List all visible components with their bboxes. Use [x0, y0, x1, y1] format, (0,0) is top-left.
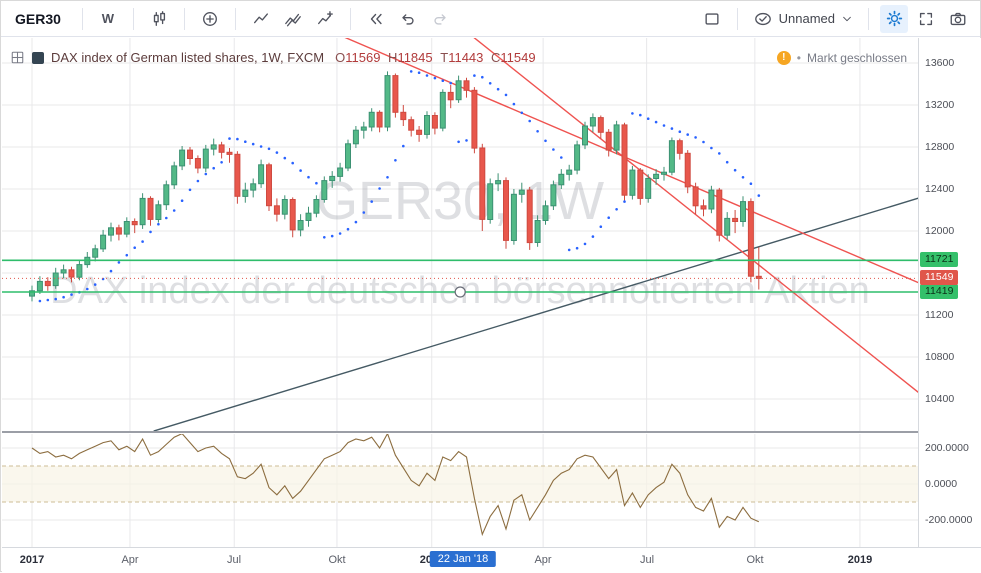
- price-axis[interactable]: 13600 13200 12800 12400 12000 11200 10800 10400…: [918, 38, 981, 547]
- snapshot-button[interactable]: [944, 5, 972, 33]
- oscillator-line: [31, 434, 760, 537]
- toolbar-separator: [736, 7, 738, 30]
- multi-line-icon: [285, 13, 301, 26]
- plus-circle-icon: [202, 11, 217, 26]
- price-tick-label: 11200: [925, 309, 954, 321]
- status-dot: •: [796, 51, 801, 65]
- cloud-check-icon: [754, 12, 771, 25]
- redo-icon: [434, 13, 446, 25]
- layout-name-label: Unnamed: [778, 11, 835, 26]
- indicator-tick-label: 0.0000: [925, 478, 958, 490]
- redo-button[interactable]: [426, 5, 454, 33]
- pane-separator[interactable]: [2, 431, 981, 433]
- indicators-button[interactable]: [311, 5, 339, 33]
- indicators-icon: [317, 10, 333, 24]
- chart-legend: DAX index of German listed shares, 1W, F…: [10, 50, 536, 65]
- price-tick-label: 10800: [925, 351, 955, 363]
- price-tick-label: 12000: [925, 225, 955, 237]
- fullscreen-button[interactable]: [912, 5, 940, 33]
- time-axis[interactable]: 2017AprJulOkt2018AprJulOkt201922 Jan '18: [2, 547, 981, 573]
- candlestick-icon: [153, 10, 165, 26]
- chevron-down-icon: [843, 16, 851, 21]
- indicator-tick-label: -200.0000: [925, 514, 973, 526]
- low-value: 11443: [448, 50, 484, 65]
- price-line-label: 11721: [920, 252, 959, 267]
- high-value: 11845: [397, 50, 433, 65]
- toolbar-separator: [234, 7, 236, 30]
- last-price-label: 11549: [920, 270, 959, 285]
- close-label: C: [491, 50, 501, 65]
- series-color-chip: [32, 51, 44, 64]
- chart-type-button[interactable]: [145, 5, 173, 33]
- toolbar-separator: [183, 7, 185, 30]
- time-tick-label: 2019: [847, 554, 873, 566]
- toolbar-separator: [349, 7, 351, 30]
- candles-group: [29, 71, 762, 302]
- high-label: H: [388, 50, 398, 65]
- time-tick-label: Jul: [639, 554, 655, 566]
- price-tick-label: 12400: [925, 183, 955, 195]
- toolbar-separator: [132, 7, 134, 30]
- time-tick-label: Okt: [746, 554, 764, 566]
- market-status-label: Markt geschlossen: [806, 51, 907, 65]
- interval-button[interactable]: W: [94, 5, 122, 33]
- parabolic-sar-dots: [38, 70, 761, 303]
- time-tick-label: Apr: [121, 554, 139, 566]
- indicator-tick-label: 200.0000: [925, 442, 969, 454]
- fullscreen-icon: [919, 12, 933, 25]
- top-toolbar: GER30 W: [1, 1, 980, 37]
- toolbar-separator: [81, 7, 83, 30]
- toolbar-separator: [868, 7, 869, 30]
- open-label: O: [335, 50, 346, 65]
- undo-button[interactable]: [394, 5, 422, 33]
- compare-button[interactable]: [196, 5, 224, 33]
- toolbar-left: GER30 W: [9, 5, 454, 33]
- grid-icon[interactable]: [10, 50, 25, 65]
- price-tick-label: 10400: [925, 393, 955, 405]
- drawing-handle: [454, 286, 466, 298]
- toolbar-right: Unnamed: [698, 4, 972, 33]
- indicator-pane[interactable]: [2, 434, 918, 547]
- price-line-label: 11419: [920, 284, 959, 299]
- price-tick-label: 13200: [925, 99, 955, 111]
- open-value: 11569: [345, 50, 381, 65]
- line-chart-icon: [253, 12, 268, 23]
- low-label: T: [440, 50, 449, 65]
- save-layout-button[interactable]: Unnamed: [749, 5, 857, 33]
- series-title[interactable]: DAX index of German listed shares, 1W, F…: [51, 50, 325, 65]
- time-tick-label: 2017: [19, 554, 45, 566]
- close-value: 11549: [500, 50, 536, 65]
- market-status: ! • Markt geschlossen: [776, 51, 907, 65]
- settings-button[interactable]: [880, 4, 908, 33]
- time-tick-label: Jul: [226, 554, 242, 566]
- selected-time-label: 22 Jan '18: [429, 551, 497, 567]
- chart-area: GER30, 1W DAX index der deutschen börsenn…: [2, 38, 981, 573]
- time-tick-label: Apr: [534, 554, 552, 566]
- layout-button[interactable]: [698, 5, 726, 33]
- gear-icon: [886, 10, 902, 27]
- double-chevron-left-icon: [370, 13, 382, 24]
- ohlc-values: O11569 H11845 T11443 C11549: [331, 50, 535, 65]
- line-tools-button[interactable]: [247, 5, 275, 33]
- fast-backward-button[interactable]: [362, 5, 390, 33]
- time-tick-label: Okt: [328, 554, 346, 566]
- price-tick-label: 12800: [925, 141, 955, 153]
- warning-icon[interactable]: !: [776, 51, 791, 65]
- layout-icon: [705, 12, 719, 25]
- undo-icon: [402, 13, 414, 25]
- compare-series-button[interactable]: [279, 5, 307, 33]
- symbol-button[interactable]: GER30: [9, 5, 71, 33]
- camera-icon: [950, 12, 966, 25]
- price-tick-label: 13600: [925, 57, 955, 69]
